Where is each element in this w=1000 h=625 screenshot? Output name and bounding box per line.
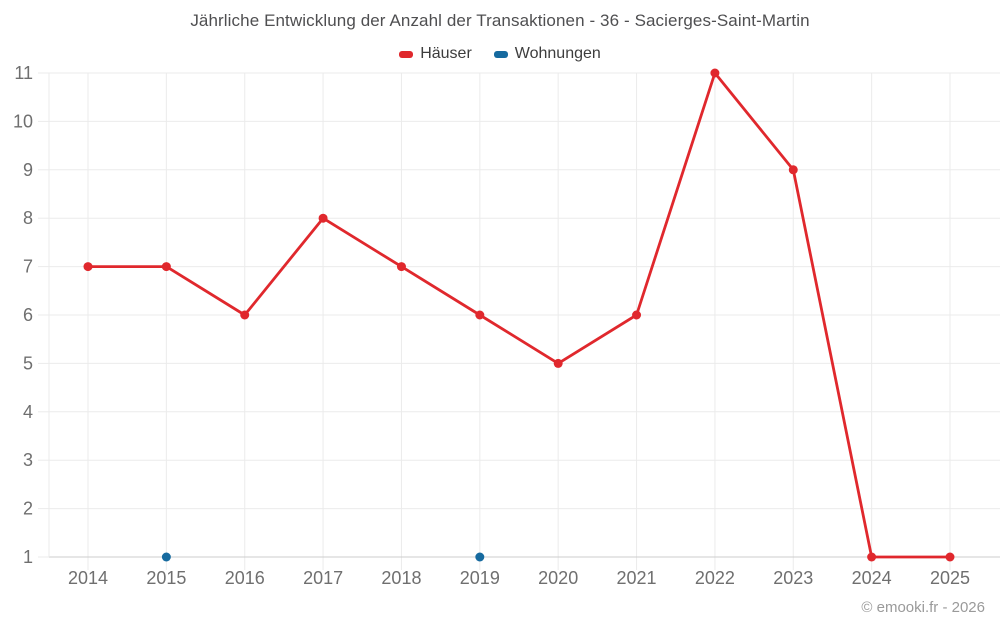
y-axis-label: 6 <box>23 305 33 325</box>
y-axis-label: 5 <box>23 353 33 373</box>
copyright: © emooki.fr - 2026 <box>861 599 985 616</box>
legend: Häuser Wohnungen <box>0 45 1000 63</box>
y-axis-label: 3 <box>23 450 33 470</box>
y-axis-label: 10 <box>13 111 33 131</box>
data-point-series0-2024[interactable] <box>867 552 877 562</box>
x-axis-label: 2022 <box>695 568 735 588</box>
legend-marker-red-icon <box>399 50 414 58</box>
y-axis-label: 9 <box>23 160 33 180</box>
data-point-series0-2016[interactable] <box>240 310 250 320</box>
data-point-series1-2015[interactable] <box>161 552 171 562</box>
y-axis-label: 1 <box>23 547 33 567</box>
x-axis-label: 2017 <box>303 568 343 588</box>
data-point-series0-2015[interactable] <box>161 262 171 272</box>
legend-item-wohnungen[interactable]: Wohnungen <box>493 45 601 63</box>
x-axis-label: 2020 <box>538 568 578 588</box>
series-line-0 <box>86 71 952 559</box>
y-axis-label: 4 <box>23 402 33 422</box>
x-axis-label: 2023 <box>773 568 813 588</box>
legend-item-haeuser[interactable]: Häuser <box>399 45 472 63</box>
data-point-series0-2023[interactable] <box>788 165 798 175</box>
chart-title: Jährliche Entwicklung der Anzahl der Tra… <box>190 11 810 30</box>
x-axis-label: 2018 <box>381 568 421 588</box>
legend-label-haeuser: Häuser <box>420 45 472 62</box>
y-axis-label: 7 <box>23 257 33 277</box>
data-point-series0-2025[interactable] <box>945 552 955 562</box>
data-point-series0-2020[interactable] <box>553 358 563 368</box>
data-point-series0-2018[interactable] <box>396 262 406 272</box>
y-axis-label: 11 <box>14 63 33 83</box>
data-point-series0-2022[interactable] <box>710 68 720 78</box>
legend-label-wohnungen: Wohnungen <box>514 45 601 62</box>
x-axis-label: 2016 <box>225 568 265 588</box>
x-axis-label: 2015 <box>146 568 186 588</box>
y-axis-label: 2 <box>23 499 33 519</box>
x-axis-label: 2024 <box>852 568 892 588</box>
data-point-series1-2019[interactable] <box>475 552 485 562</box>
x-axis-label: 2025 <box>930 568 970 588</box>
data-point-series0-2017[interactable] <box>318 213 328 223</box>
legend-marker-blue-icon <box>493 50 508 58</box>
x-axis-label: 2021 <box>617 568 657 588</box>
y-axis-label: 8 <box>23 208 33 228</box>
x-axis-label: 2019 <box>460 568 500 588</box>
x-axis-label: 2014 <box>68 568 108 588</box>
data-point-series0-2019[interactable] <box>475 310 485 320</box>
data-point-series0-2014[interactable] <box>83 262 93 272</box>
data-point-series0-2021[interactable] <box>632 310 642 320</box>
